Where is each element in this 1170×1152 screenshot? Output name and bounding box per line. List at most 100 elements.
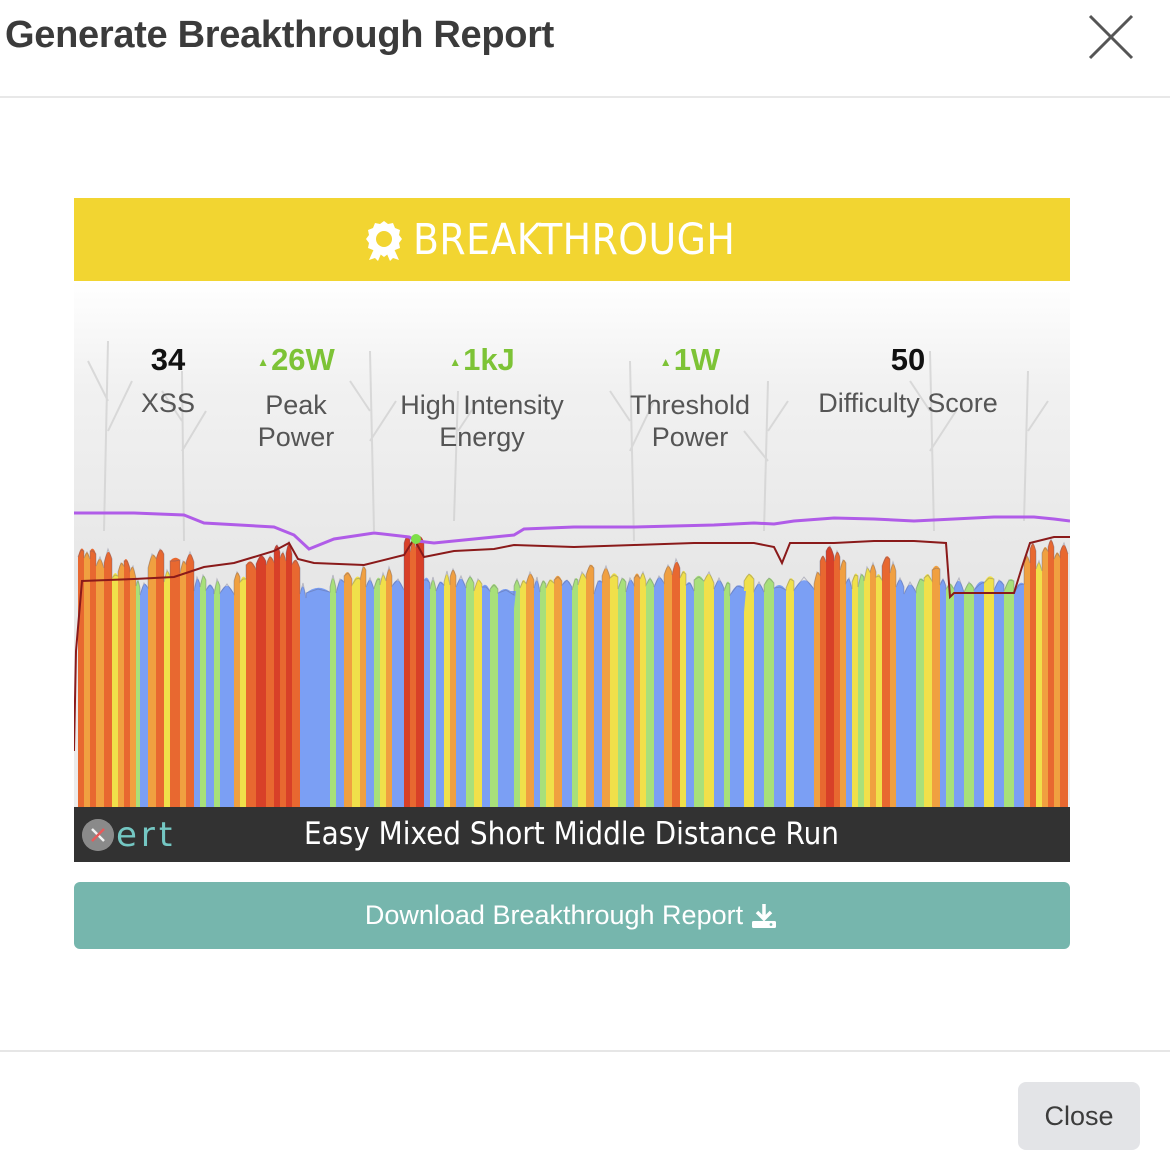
zone-segment — [826, 546, 834, 807]
zone-segment — [540, 580, 546, 807]
zone-segment — [130, 566, 136, 807]
zone-segment — [416, 536, 424, 807]
zone-segment — [724, 581, 730, 807]
zone-segment — [840, 559, 846, 807]
close-icon[interactable] — [1084, 12, 1136, 64]
zone-segment — [424, 577, 430, 807]
zone-segment — [946, 583, 954, 807]
zone-segment — [490, 584, 498, 807]
zone-segment — [498, 588, 514, 807]
mpa-line — [74, 536, 1070, 752]
zone-segment — [234, 572, 240, 807]
zone-segment — [1048, 540, 1054, 807]
zone-segment — [474, 579, 482, 807]
zone-segment — [626, 579, 634, 807]
zone-segment — [714, 580, 724, 807]
workout-title: Easy Mixed Short Middle Distance Run — [304, 816, 839, 852]
zone-segment — [450, 569, 456, 807]
stat-value: 34 — [150, 342, 186, 377]
zone-segment — [1036, 562, 1042, 807]
zone-segment — [610, 573, 618, 807]
zone-segment — [330, 578, 336, 807]
zone-segment — [124, 559, 130, 807]
zone-segment — [634, 573, 640, 807]
zone-segment — [118, 562, 124, 807]
xert-logo: ert — [82, 815, 176, 855]
zone-segment — [84, 552, 90, 807]
zone-segment — [386, 569, 392, 807]
stat-peak-power: ▲26W Peak Power — [236, 343, 356, 453]
zone-segment — [864, 568, 870, 807]
close-button[interactable]: Close — [1018, 1082, 1140, 1150]
zone-segment — [572, 577, 578, 807]
zone-segment — [534, 580, 540, 807]
zone-segment — [366, 579, 374, 807]
zone-segment — [104, 551, 112, 807]
zone-segment — [186, 554, 194, 807]
zone-segment — [194, 578, 200, 807]
zone-segment — [466, 576, 474, 807]
zone-segment — [774, 584, 786, 807]
stat-label: High Intensity — [400, 389, 564, 420]
power-dip — [508, 591, 516, 626]
zone-segment — [1042, 546, 1048, 807]
zone-segment — [180, 561, 186, 807]
fitness-signature-line — [74, 511, 1070, 551]
zone-segment — [890, 563, 896, 807]
stat-label: Peak — [265, 389, 327, 420]
zone-segment — [280, 552, 286, 807]
zone-segment — [1030, 543, 1036, 807]
zone-segment — [814, 572, 820, 807]
zone-segment — [834, 551, 840, 807]
stat-xss: 34 XSS — [128, 343, 208, 419]
zone-segment — [686, 582, 694, 807]
zone-segment — [916, 578, 924, 807]
stat-high-intensity-energy: ▲1kJ High Intensity Energy — [392, 343, 572, 453]
breakthrough-marker — [411, 534, 421, 544]
zone-segment — [256, 555, 266, 807]
zone-segment — [764, 577, 774, 807]
zone-segment — [546, 579, 554, 807]
zone-segment — [200, 575, 206, 807]
zone-segment — [694, 575, 704, 807]
zone-segment — [336, 579, 344, 807]
zone-segment — [140, 583, 148, 807]
breakthrough-card: BREAKTHROUGH 34 XSS ▲26W Peak Power ▲ — [74, 198, 1070, 862]
zone-segment — [170, 557, 180, 807]
zone-segment — [1004, 578, 1014, 807]
zone-segment — [404, 535, 410, 807]
zone-segment — [300, 586, 306, 807]
zone-segment — [1060, 544, 1068, 807]
stat-difficulty-score: 50 Difficulty Score — [806, 343, 1010, 419]
zone-segment — [786, 578, 794, 807]
zone-segment — [456, 578, 466, 807]
stat-value: 1kJ — [463, 342, 515, 377]
zone-segment — [286, 544, 292, 807]
zone-segment — [274, 544, 280, 807]
modal-title: Generate Breakthrough Report — [5, 14, 555, 56]
zone-segment — [924, 574, 932, 807]
zone-segment — [846, 578, 852, 807]
zone-segment — [514, 579, 520, 807]
zone-segment — [940, 579, 946, 807]
zone-segment — [744, 573, 754, 807]
zone-segment — [858, 574, 864, 807]
zone-segment — [680, 570, 686, 807]
footer-divider — [0, 1050, 1170, 1052]
zone-segment — [554, 575, 562, 807]
stat-value: 1W — [673, 342, 721, 377]
download-report-button[interactable]: Download Breakthrough Report — [74, 882, 1070, 949]
zone-segment — [156, 549, 164, 807]
zone-segment — [562, 579, 572, 807]
award-badge-icon — [365, 220, 402, 261]
zone-segment — [374, 577, 380, 807]
zone-segment — [240, 576, 246, 807]
zone-segment — [730, 585, 744, 807]
stat-label: Power — [257, 421, 335, 452]
zone-segment — [904, 584, 916, 807]
zone-segment — [206, 584, 214, 807]
zone-segment — [820, 555, 826, 807]
zone-segment — [214, 581, 220, 807]
zone-segment — [754, 583, 764, 807]
up-arrow-icon: ▲ — [659, 354, 672, 369]
